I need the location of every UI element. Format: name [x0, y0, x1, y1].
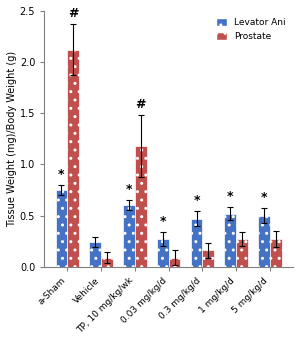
Bar — [270, 239, 282, 267]
Legend: Levator Ani, Prostate: Levator Ani, Prostate — [213, 15, 289, 44]
Bar — [258, 215, 270, 267]
Bar — [56, 190, 68, 267]
Bar — [224, 213, 236, 267]
Bar — [190, 219, 202, 267]
Bar — [135, 146, 147, 267]
Y-axis label: Tissue Weight (mg)/Body Weight (g): Tissue Weight (mg)/Body Weight (g) — [7, 51, 17, 227]
Bar — [68, 50, 79, 267]
Bar — [123, 205, 135, 267]
Text: #: # — [136, 98, 146, 111]
Bar — [236, 239, 248, 267]
Bar — [89, 242, 101, 267]
Bar — [157, 239, 169, 267]
Bar — [202, 250, 214, 267]
Text: *: * — [227, 190, 233, 203]
Text: *: * — [126, 183, 132, 196]
Bar — [101, 258, 113, 267]
Text: *: * — [261, 191, 267, 204]
Text: #: # — [68, 7, 79, 20]
Bar — [169, 258, 181, 267]
Text: *: * — [58, 168, 65, 181]
Text: *: * — [160, 215, 166, 228]
Text: *: * — [193, 194, 200, 207]
